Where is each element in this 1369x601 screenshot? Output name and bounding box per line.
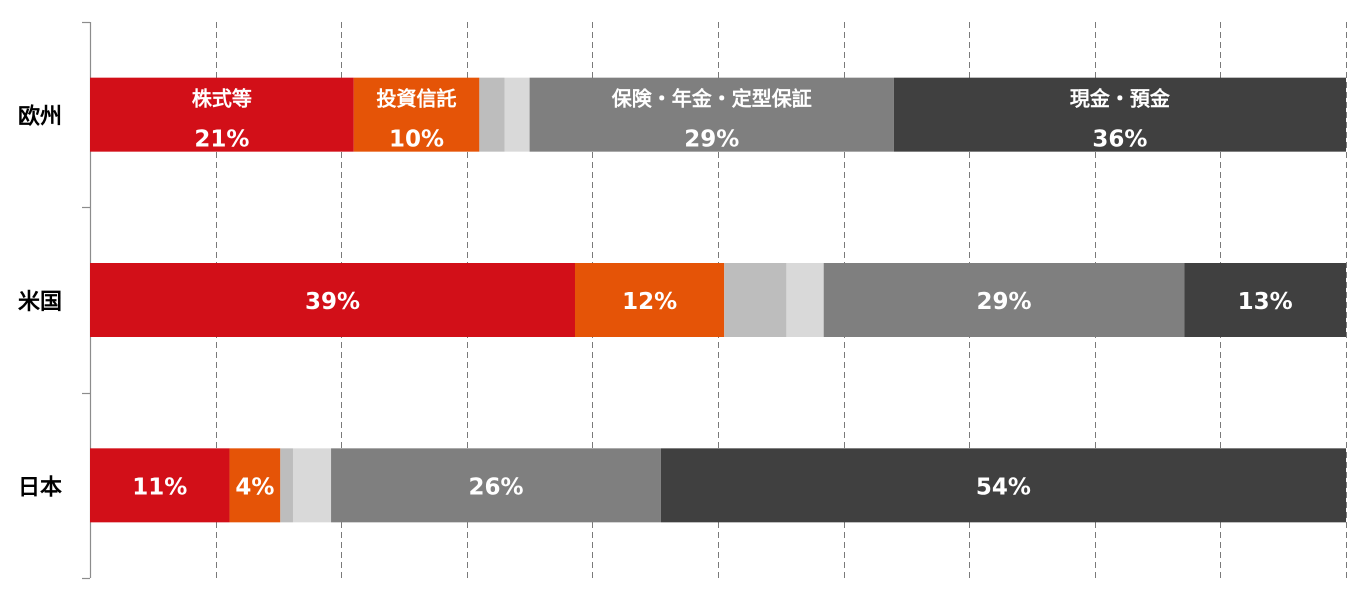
bar-segment <box>353 77 480 152</box>
category-label: 欧州 <box>18 104 62 130</box>
data-label: 29% <box>976 289 1031 315</box>
bar-segment <box>90 77 354 152</box>
series-name-label: 現金・預金 <box>1070 87 1171 111</box>
data-label: 12% <box>622 289 677 315</box>
bar-segment <box>724 263 787 337</box>
bar-segment <box>786 263 824 337</box>
bar-segment <box>479 77 505 152</box>
series-name-label: 株式等 <box>192 87 252 111</box>
data-label: 21% <box>194 127 249 153</box>
bar-segment <box>660 448 1346 523</box>
bar-segment <box>504 77 530 152</box>
bar-segment <box>823 263 1185 337</box>
bar-segment <box>229 448 281 523</box>
bar-segment <box>280 448 293 523</box>
data-label: 39% <box>305 289 360 315</box>
data-label: 54% <box>976 474 1031 500</box>
data-label: 36% <box>1092 127 1147 153</box>
series-name-label: 投資信託 <box>377 87 457 111</box>
category-axis <box>82 21 92 580</box>
data-label: 10% <box>389 127 444 153</box>
bar-segment <box>893 77 1346 152</box>
bar-segment <box>1184 263 1346 337</box>
category-label: 日本 <box>18 475 62 500</box>
bar-segment <box>90 448 230 523</box>
data-label: 4% <box>235 474 274 500</box>
series-name-label: 保険・年金・定型保証 <box>611 87 812 111</box>
data-label: 11% <box>132 474 187 500</box>
category-label: 米国 <box>18 290 62 315</box>
data-label: 26% <box>468 474 523 500</box>
bars: 株式等 21% 投資信託 10% 保険・年金・定型保証 29% 現金・預金 36% 39% 12%… <box>90 77 1346 523</box>
bar-segment <box>90 263 575 337</box>
data-label: 29% <box>684 127 739 153</box>
bar-segment <box>292 448 332 523</box>
bar-segment <box>331 448 661 523</box>
bar-segment <box>574 263 725 337</box>
data-label: 13% <box>1238 289 1293 315</box>
bar-segment <box>529 77 894 152</box>
